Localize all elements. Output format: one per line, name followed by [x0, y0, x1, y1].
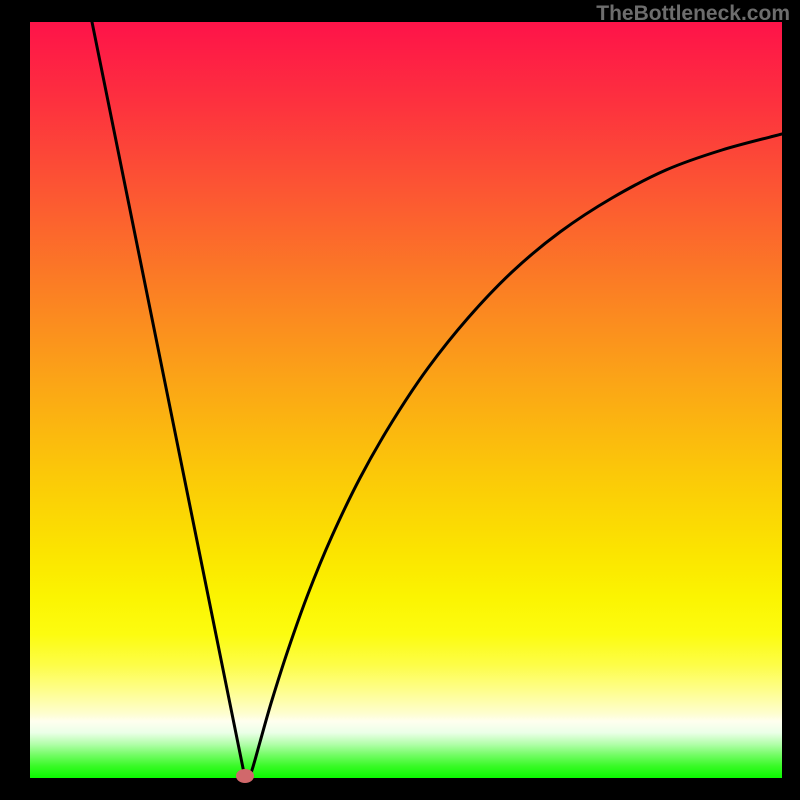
bottleneck-curve — [92, 22, 782, 778]
watermark-text: TheBottleneck.com — [596, 2, 790, 26]
vertex-marker — [236, 769, 254, 783]
curve-svg — [30, 22, 782, 778]
chart-frame: TheBottleneck.com — [0, 0, 800, 800]
plot-area — [30, 22, 782, 778]
